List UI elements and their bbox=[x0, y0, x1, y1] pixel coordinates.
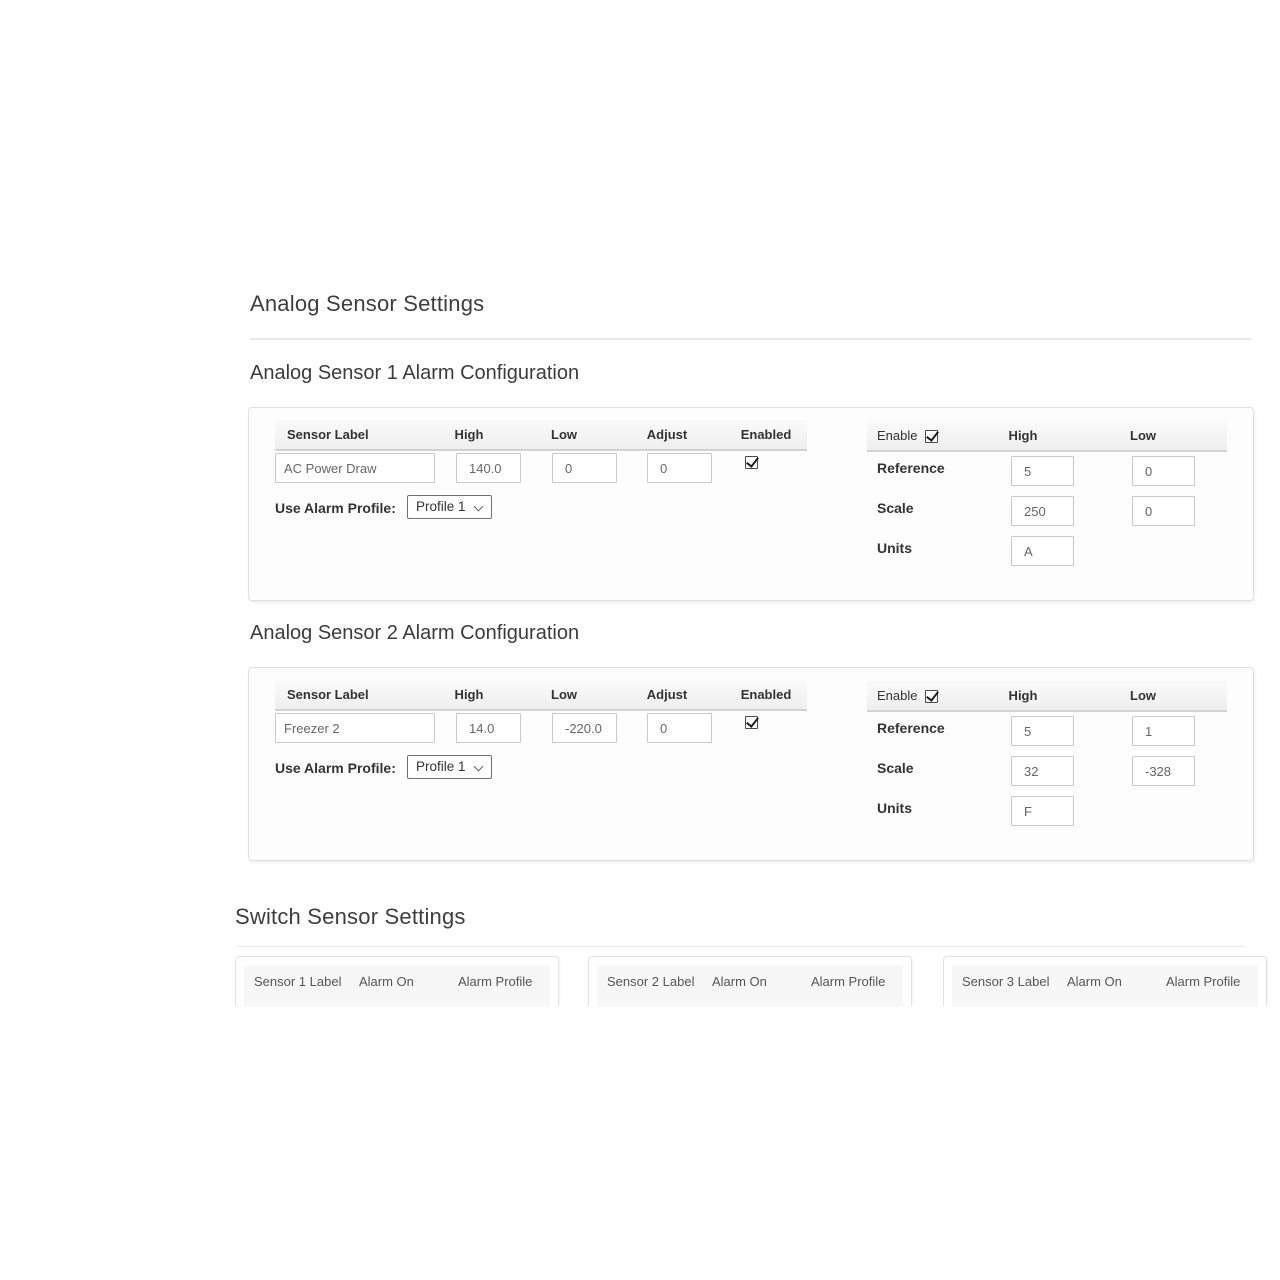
column-cal-low: Low bbox=[1130, 428, 1156, 443]
scale-label: Scale bbox=[877, 500, 914, 516]
alarm-profile-selected: Profile 1 bbox=[416, 759, 466, 774]
calibration-enable-checkbox[interactable] bbox=[925, 690, 938, 703]
analog-sensor-2-heading: Analog Sensor 2 Alarm Configuration bbox=[250, 622, 580, 644]
use-alarm-profile-label: Use Alarm Profile: bbox=[275, 760, 396, 776]
low-threshold-input[interactable] bbox=[552, 453, 617, 483]
units-label: Units bbox=[877, 800, 912, 816]
column-alarm-on: Alarm On bbox=[712, 974, 767, 989]
enabled-checkbox[interactable] bbox=[745, 456, 758, 469]
scale-low-input[interactable] bbox=[1132, 496, 1195, 526]
units-label: Units bbox=[877, 540, 912, 556]
switch-divider bbox=[237, 946, 1245, 947]
alarm-table-header: Sensor Label High Low Adjust Enabled bbox=[275, 680, 807, 711]
reference-high-input[interactable] bbox=[1011, 716, 1074, 746]
title-divider bbox=[250, 338, 1251, 340]
switch-table-header: Sensor 2 Label Alarm On Alarm Profile bbox=[597, 965, 903, 1006]
column-cal-high: High bbox=[1008, 428, 1038, 443]
column-cal-high: High bbox=[1008, 688, 1038, 703]
reference-low-input[interactable] bbox=[1132, 716, 1195, 746]
analog-sensor-2-panel: Sensor Label High Low Adjust Enabled Use… bbox=[248, 667, 1254, 861]
column-low: Low bbox=[551, 427, 577, 442]
adjust-input[interactable] bbox=[647, 713, 712, 743]
alarm-profile-selected: Profile 1 bbox=[416, 499, 466, 514]
column-sensor-3-label: Sensor 3 Label bbox=[962, 974, 1050, 989]
adjust-input[interactable] bbox=[647, 453, 712, 483]
use-alarm-profile-label: Use Alarm Profile: bbox=[275, 500, 396, 516]
sensor-label-input[interactable] bbox=[275, 453, 435, 483]
switch-settings-title: Switch Sensor Settings bbox=[235, 904, 466, 929]
column-alarm-on: Alarm On bbox=[359, 974, 414, 989]
column-alarm-on: Alarm On bbox=[1067, 974, 1122, 989]
switch-sensor-3-panel: Sensor 3 Label Alarm On Alarm Profile bbox=[943, 956, 1267, 1006]
column-alarm-profile: Alarm Profile bbox=[458, 974, 533, 989]
column-cal-low: Low bbox=[1130, 688, 1156, 703]
column-low: Low bbox=[551, 687, 577, 702]
calibration-header: Enable High Low bbox=[867, 421, 1227, 452]
low-threshold-input[interactable] bbox=[552, 713, 617, 743]
alarm-table-header: Sensor Label High Low Adjust Enabled bbox=[275, 420, 807, 451]
sensor-label-input[interactable] bbox=[275, 713, 435, 743]
column-adjust: Adjust bbox=[646, 427, 688, 442]
analog-sensor-1-heading: Analog Sensor 1 Alarm Configuration bbox=[250, 362, 580, 384]
column-enabled: Enabled bbox=[740, 687, 792, 702]
scale-low-input[interactable] bbox=[1132, 756, 1195, 786]
units-input[interactable] bbox=[1011, 796, 1074, 826]
chevron-down-icon bbox=[473, 501, 484, 512]
analog-sensor-1-panel: Sensor Label High Low Adjust Enabled Use… bbox=[248, 407, 1254, 601]
high-threshold-input[interactable] bbox=[456, 713, 521, 743]
column-adjust: Adjust bbox=[646, 687, 688, 702]
column-high: High bbox=[454, 687, 484, 702]
column-alarm-profile: Alarm Profile bbox=[811, 974, 886, 989]
chevron-down-icon bbox=[473, 761, 484, 772]
units-input[interactable] bbox=[1011, 536, 1074, 566]
switch-table-header: Sensor 3 Label Alarm On Alarm Profile bbox=[952, 965, 1258, 1006]
switch-sensor-1-panel: Sensor 1 Label Alarm On Alarm Profile bbox=[235, 956, 559, 1006]
high-threshold-input[interactable] bbox=[456, 453, 521, 483]
calibration-enable-checkbox[interactable] bbox=[925, 430, 938, 443]
scale-high-input[interactable] bbox=[1011, 496, 1074, 526]
calibration-header: Enable High Low bbox=[867, 681, 1227, 712]
alarm-profile-select[interactable]: Profile 1 bbox=[407, 495, 492, 519]
column-high: High bbox=[454, 427, 484, 442]
scale-high-input[interactable] bbox=[1011, 756, 1074, 786]
alarm-profile-select[interactable]: Profile 1 bbox=[407, 755, 492, 779]
column-sensor-1-label: Sensor 1 Label bbox=[254, 974, 342, 989]
column-sensor-2-label: Sensor 2 Label bbox=[607, 974, 695, 989]
reference-label: Reference bbox=[877, 720, 945, 736]
enabled-checkbox[interactable] bbox=[745, 716, 758, 729]
column-sensor-label: Sensor Label bbox=[287, 427, 369, 442]
column-alarm-profile: Alarm Profile bbox=[1166, 974, 1241, 989]
switch-sensor-2-panel: Sensor 2 Label Alarm On Alarm Profile bbox=[588, 956, 912, 1006]
analog-settings-title: Analog Sensor Settings bbox=[250, 291, 485, 316]
reference-high-input[interactable] bbox=[1011, 456, 1074, 486]
enable-label: Enable bbox=[877, 428, 918, 443]
column-sensor-label: Sensor Label bbox=[287, 687, 369, 702]
reference-low-input[interactable] bbox=[1132, 456, 1195, 486]
column-enabled: Enabled bbox=[740, 427, 792, 442]
scale-label: Scale bbox=[877, 760, 914, 776]
enable-label: Enable bbox=[877, 688, 918, 703]
reference-label: Reference bbox=[877, 460, 945, 476]
switch-table-header: Sensor 1 Label Alarm On Alarm Profile bbox=[244, 965, 550, 1006]
